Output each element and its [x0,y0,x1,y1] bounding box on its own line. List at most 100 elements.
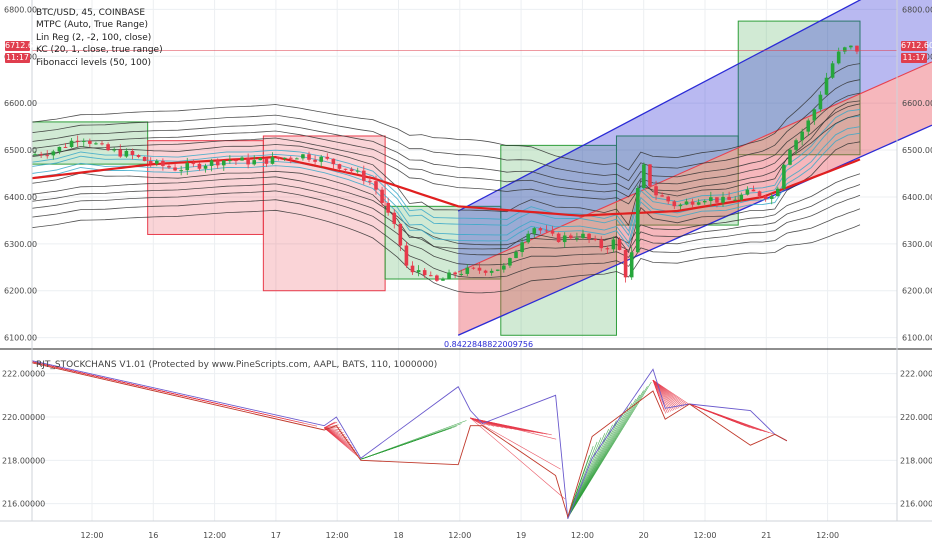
candle-body [307,154,311,160]
fan-line [324,421,338,429]
candle-body [648,164,652,187]
candle-body [325,156,330,159]
candle-body [404,245,409,266]
x-tick-label: 19 [516,531,526,540]
candle-body [130,150,135,156]
candle-body [550,230,555,234]
fan-line [324,427,361,459]
envelope-band-line [31,114,861,205]
candle-body [830,63,835,78]
envelope-band-line [31,63,861,171]
candle-body [106,144,110,151]
candle-body [228,160,232,162]
candle-body [380,189,384,203]
candle-body [203,165,208,169]
candle-body [319,156,323,162]
candle-body [337,164,342,169]
candle-body [605,248,610,250]
candle-body [575,237,579,239]
candle-body [629,252,634,278]
candle-body [422,270,427,276]
candle-body [118,149,123,157]
candle-body [209,160,214,166]
candle-body [800,131,804,141]
price-tag-right: 6712.60 [901,41,932,51]
grid [0,0,932,521]
candle-body [812,109,817,121]
legend-indicator-mtpc[interactable]: MTPC (Auto, True Range) [36,20,148,31]
candle-body [769,196,774,199]
legend: BTC/USD, 45, COINBASE MTPC (Auto, True R… [36,7,163,69]
countdown-tag-right: 11:17 [901,53,927,63]
legend-indicator-kc[interactable]: KC (20, 1, close, true range) [36,45,163,56]
candle-body [721,196,725,203]
y-tick-label-right: 6400.00 [902,193,932,202]
candle-body [569,235,573,239]
candle-body [727,196,731,200]
candle-body [45,155,50,157]
channel-center-line [457,61,932,273]
candle-body [142,156,147,162]
sub-y-tick-label-right: 216.00000 [900,500,932,509]
envelope-band-line [31,132,861,248]
candle-body [416,270,421,273]
x-tick-label: 12:00 [693,531,716,540]
candle-body [733,199,737,201]
x-tick-label: 20 [639,531,649,540]
sub-y-tick-label-right: 222.00000 [900,370,932,379]
candle-body [155,160,159,164]
x-tick-label: 12:00 [80,531,103,540]
countdown-tag-left: 11:17 [5,53,30,63]
candle-body [611,239,616,250]
candle-body [538,228,543,231]
candle-body [331,158,336,165]
candle-body [313,159,317,162]
envelope-band-line [31,190,861,266]
fan-line [689,403,774,435]
x-tick-label: 12:00 [203,531,226,540]
candle-body [410,265,415,273]
fan-line [470,417,557,440]
fan-line [360,420,467,460]
candle-body [148,161,153,164]
candle-body [690,201,695,205]
y-tick-label-right: 6100.00 [902,334,932,343]
legend-indicator-linreg[interactable]: Lin Reg (2, -2, 100, close) [36,32,152,43]
candle-body [295,158,299,160]
candle-body [489,270,494,273]
sub-y-tick-label-left: 218.00000 [2,456,45,465]
candle-body [167,165,171,168]
candle-body [465,267,470,274]
envelope-band-line [31,173,861,246]
fan-line [567,446,594,518]
candle-body [39,154,43,156]
fan-lower-outline [31,362,788,519]
envelope-band-line [31,209,861,294]
candle-body [757,191,762,197]
candle-body [635,188,640,253]
candle-body [715,197,719,203]
candle-body [660,195,664,197]
y-tick-label-right: 6500.00 [902,146,932,155]
candle-body [745,189,750,195]
envelope-band-line [31,103,861,198]
candle-body [617,239,622,250]
candle-body [495,269,500,271]
candles [32,45,897,283]
candle-body [428,275,433,277]
envelope-band-line [31,126,861,244]
candle-body [221,160,226,166]
candle-body [63,146,68,148]
legend-indicator-fib[interactable]: Fibonacci levels (50, 100) [36,57,152,68]
candle-body [782,164,786,189]
candle-body [75,140,80,142]
candle-body [246,157,250,165]
candle-body [855,45,859,52]
x-tick-label: 12:00 [816,531,839,540]
candle-body [355,170,360,172]
candle-body [477,267,482,271]
candle-body [514,252,518,259]
sub-y-tick-label-left: 216.00000 [2,500,45,509]
candle-body [392,212,397,224]
fan-line [470,417,561,470]
